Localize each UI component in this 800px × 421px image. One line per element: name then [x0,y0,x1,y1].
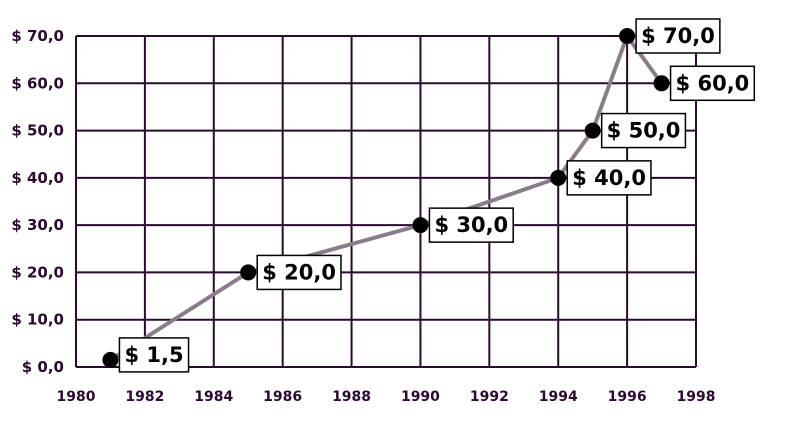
data-point [653,75,670,92]
x-tick-label: 1982 [125,389,164,405]
x-tick-label: 1986 [263,389,302,405]
data-label: $ 70,0 [635,18,721,54]
data-label-text: $ 20,0 [262,260,336,284]
data-point [412,217,429,234]
data-label-box [600,112,687,149]
chart-grid [75,35,697,368]
data-label-box [118,337,190,373]
x-tick-label: 1984 [194,389,233,405]
y-tick-label: $ 40,0 [11,169,64,187]
data-label-text: $ 30,0 [434,213,508,237]
x-tick-label: 1990 [401,389,440,405]
y-axis-ticks: $ 0,0 $ 10,0 $ 20,0 $ 30,0 $ 40,0 $ 50,0 $ 60,… [11,27,64,376]
data-label: $ 1,5 [118,337,190,373]
data-label: $ 20,0 [256,254,342,291]
x-tick-label: 1980 [57,389,96,405]
data-point [584,122,601,139]
x-tick-label: 1988 [332,389,371,405]
data-label-text: $ 70,0 [641,24,715,48]
data-label-box [669,65,756,102]
y-tick-label: $ 10,0 [11,311,64,329]
series-layer [102,28,670,368]
data-point [102,351,119,368]
data-label-box [566,160,652,196]
series-line [109,31,664,362]
y-tick-label: $ 20,0 [11,263,64,281]
data-label: $ 40,0 [566,160,652,196]
x-tick-label: 1998 [677,389,716,405]
x-tick-label: 1992 [470,389,509,405]
data-label-text: $ 40,0 [572,166,646,190]
data-label-text: $ 1,5 [124,343,183,367]
data-labels-layer: $ 1,5 $ 20,0 $ 30,0 $ 40,0 $ 50,0 $ 70,0 $ 60,… [118,18,756,373]
data-point [619,28,636,44]
data-label-text: $ 50,0 [607,119,681,143]
data-label: $ 60,0 [669,65,756,102]
data-label-box [256,254,342,291]
data-point [240,264,257,281]
data-label: $ 30,0 [428,207,514,243]
x-axis-ticks: 1980 1982 1984 1986 1988 1990 1992 1994 1996 1998 [57,389,716,405]
y-tick-label: $ 0,0 [22,358,64,376]
data-label-text: $ 60,0 [676,71,750,95]
y-tick-label: $ 70,0 [11,27,64,45]
y-tick-label: $ 50,0 [11,122,64,140]
y-tick-label: $ 30,0 [11,216,64,234]
y-tick-label: $ 60,0 [11,74,64,92]
data-label: $ 50,0 [600,112,687,149]
data-label-box [428,207,514,243]
data-label-box [635,18,721,54]
x-tick-label: 1994 [539,389,578,405]
data-point [550,169,567,186]
x-tick-label: 1996 [608,389,647,405]
